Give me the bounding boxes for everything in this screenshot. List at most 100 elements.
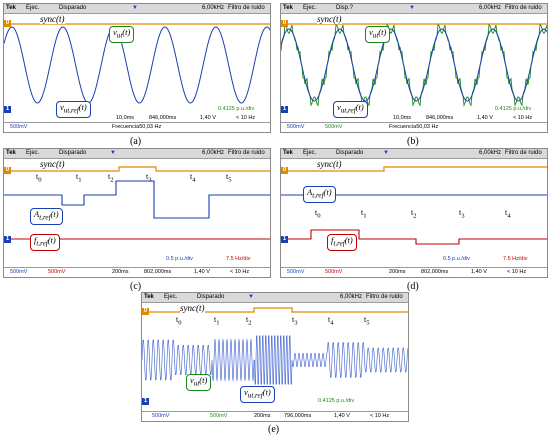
vut-label: vut(t) (186, 374, 212, 391)
timebase: 10,0ms (393, 115, 412, 121)
timebase: 200ms (254, 413, 271, 419)
offset: 846,000ms (149, 115, 177, 121)
mode-label: Tek (144, 294, 154, 300)
ch-sync-marker: 0 (4, 20, 11, 27)
fref-label: ft,ref(t) (327, 234, 357, 251)
caption-c: (c) (130, 281, 142, 292)
panel-e: Tek Ejec. Disparado ▼ 6,00kHz Filtro de … (141, 292, 409, 422)
aref-label: At,ref(t) (30, 208, 63, 225)
vut-label: vut(t) (109, 26, 135, 43)
scale-label: 0.4125 p.u./div (495, 106, 532, 112)
scope-header: Tek Ejec. Disp.? ▼ 6,00kHz Filtro de rui… (281, 4, 547, 14)
ch1-marker: 1 (281, 106, 288, 113)
caption-a: (a) (130, 136, 142, 147)
waveform-plot (4, 23, 270, 104)
scale-label: 0.4125 p.u./div (218, 106, 255, 112)
trigger-marker-icon: ▼ (132, 5, 138, 11)
filter-label: Filtro de ruido (366, 294, 403, 300)
scope-footer: 500mV 500mV 10,0ms 846,000ms 1,40 V < 10… (281, 115, 547, 132)
waveform-plot (142, 307, 408, 385)
timebase: 200ms (389, 269, 406, 275)
tick-t2: t2 (246, 315, 252, 327)
scope-screen: 0 1 sync(t) t0 t1 t2 t3 t4 t5 At,ref(t) … (4, 158, 270, 268)
ch1-marker: 1 (142, 398, 149, 405)
scale1-label: 0.5 p.u./div (166, 256, 193, 262)
trigger-status: Disparado (59, 150, 87, 156)
scope-screen: 0 1 sync(t) vut(t) vut,ref(t) 0.4125 p.u… (4, 13, 270, 123)
trigger-status: Disparado (197, 294, 225, 300)
ch2-volts: 500mV (325, 269, 343, 275)
ch1-marker: 1 (281, 236, 288, 243)
trigger-level: 1,40 V (194, 269, 210, 275)
trigger-status: Disparado (59, 5, 87, 11)
scale2-label: 7.5 Hz/div (503, 256, 528, 262)
panel-b: Tek Ejec. Disp.? ▼ 6,00kHz Filtro de rui… (280, 3, 548, 133)
trigger-level: 1,40 V (477, 115, 493, 121)
ch-sync-marker: 0 (4, 167, 11, 174)
mode-label: Tek (6, 5, 16, 11)
panel-c: Tek Ejec. Disparado ▼ 6,00kHz Filtro de … (3, 148, 271, 278)
vut-label: vut(t) (365, 26, 391, 43)
tick-t3: t3 (459, 208, 465, 220)
offset: 796,000ms (284, 413, 312, 419)
ch-sync-marker: 0 (142, 308, 149, 315)
tick-t1: t1 (76, 172, 82, 184)
sync-label: sync(t) (40, 14, 65, 24)
tick-t2: t2 (108, 172, 114, 184)
scope-header: Tek Ejec. Disparado ▼ 6,00kHz Filtro de … (4, 149, 270, 159)
trigger-marker-icon: ▼ (110, 150, 116, 156)
trigger-marker-icon: ▼ (248, 294, 254, 300)
offset: 846,000ms (426, 115, 454, 121)
freq-count: < 10 Hz (236, 115, 256, 121)
ch1-marker: 1 (4, 106, 11, 113)
caption-e: (e) (268, 424, 280, 435)
filter-label: Filtro de ruido (228, 5, 265, 11)
run-status: Ejec. (26, 5, 40, 11)
sample-rate: 6,00kHz (202, 5, 225, 11)
scope-header: Tek Ejec. Disparado ▼ 6,00kHz Filtro de … (142, 293, 408, 303)
tick-t1: t1 (361, 208, 367, 220)
tick-t5: t5 (364, 315, 370, 327)
tick-t0: t0 (176, 315, 182, 327)
tick-t4: t4 (190, 172, 196, 184)
tick-t4: t4 (328, 315, 334, 327)
tick-t3: t3 (292, 315, 298, 327)
tick-t0: t0 (36, 172, 42, 184)
freq-count: < 10 Hz (513, 115, 533, 121)
caption-d: (d) (407, 281, 419, 292)
ch3-volts: 500mV (210, 413, 228, 419)
scale2-label: 7.5 Hz/div (226, 256, 251, 262)
frequency: Frecuencia50,03 Hz (389, 124, 439, 130)
ch1-volts: 500mV (10, 124, 28, 130)
filter-label: Filtro de ruido (505, 150, 542, 156)
timebase: 10,0ms (116, 115, 135, 121)
vutref-label: vut,ref(t) (240, 386, 275, 403)
trigger-status: Disp.? (336, 5, 354, 11)
waveform-plot (281, 23, 547, 107)
ch1-volts: 500mV (287, 269, 305, 275)
scale-label: 0.4125 p.u./div (318, 398, 355, 404)
trigger-marker-icon: ▼ (409, 5, 415, 11)
sample-rate: 6,00kHz (202, 150, 225, 156)
mode-label: Tek (283, 5, 293, 11)
tick-t4: t4 (505, 208, 511, 220)
mode-label: Tek (283, 150, 293, 156)
ch1-volts: 500mV (152, 413, 170, 419)
scope-footer: 500mV 500mV 200ms 796,000ms 1,40 V < 10 … (142, 411, 408, 421)
mode-label: Tek (6, 150, 16, 156)
ch-sync-marker: 0 (281, 167, 288, 174)
tick-t5: t5 (226, 172, 232, 184)
sync-label: sync(t) (317, 14, 342, 24)
freq-count: < 10 Hz (230, 269, 250, 275)
vutref-label: vut,ref(t) (333, 101, 368, 118)
timebase: 200ms (112, 269, 129, 275)
ch1-volts: 500mV (287, 124, 305, 130)
scope-header: Tek Ejec. Disparado ▼ 6,00kHz Filtro de … (281, 149, 547, 159)
trigger-level: 1,40 V (200, 115, 216, 121)
run-status: Ejec. (164, 294, 178, 300)
sync-label: sync(t) (180, 303, 205, 313)
frequency: Frecuencia50,03 Hz (112, 124, 162, 130)
sample-rate: 6,00kHz (479, 150, 502, 156)
vutref-label: vut,ref(t) (56, 101, 91, 118)
filter-label: Filtro de ruido (228, 150, 265, 156)
